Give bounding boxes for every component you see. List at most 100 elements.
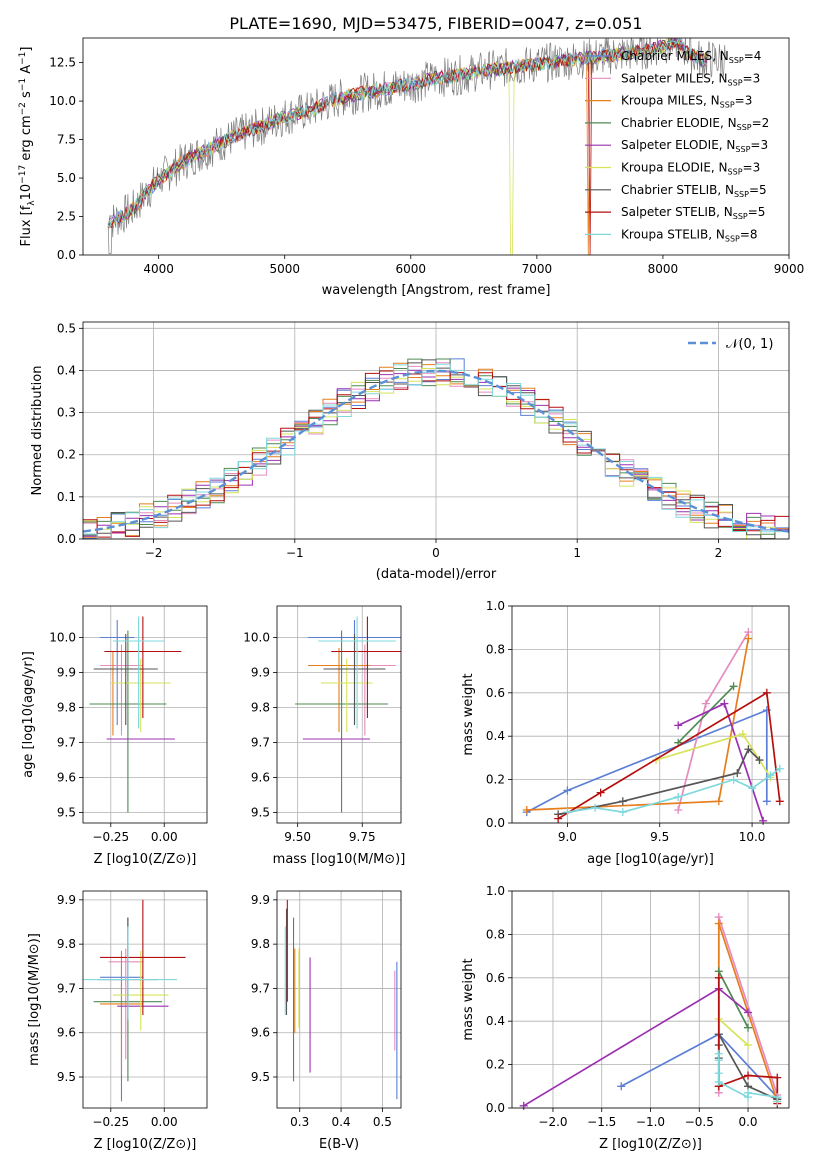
y-tick-label: 9.7 [57, 981, 76, 995]
axes-frame [82, 37, 790, 256]
x-tick-label: 9.75 [349, 830, 376, 844]
data-point-marker [775, 764, 784, 773]
y-tick-label: 9.7 [251, 981, 270, 995]
axes-frame [511, 605, 790, 824]
x-tick-label: −0.25 [92, 830, 129, 844]
x-tick-label: 0.00 [151, 1115, 178, 1129]
y-tick-label: 0.4 [57, 363, 76, 377]
data-point-marker [554, 814, 563, 823]
massweight-vs-age-panel: 9.0 9.5 10.0 0.0 0.2 0.4 0.6 0.8 1.0 age [log10(a… [461, 599, 790, 867]
data-point-marker [596, 788, 605, 797]
legend-entry: Salpeter MILES, NSSP=3 [621, 71, 760, 87]
data-point-marker [744, 1023, 753, 1032]
histogram-step [83, 363, 789, 539]
data-point-marker [674, 792, 683, 801]
residual-histogram-panel: −2 −1 0 1 2 0.0 0.1 0.2 0.3 0.4 0.5 𝒩(0, 1) (data-mo… [30, 321, 790, 582]
x-tick-label: 4000 [143, 262, 174, 276]
data-point-marker [733, 769, 742, 778]
x-tick-label: −1.5 [587, 1115, 616, 1129]
data-point-marker [714, 919, 723, 928]
data-point-marker [744, 1088, 753, 1097]
y-tick-label: 9.8 [251, 937, 270, 951]
y-tick-label: 2.5 [57, 210, 76, 224]
massweight-vs-metallicity-panel: −2.0 −1.5 −1.0 −0.5 0.0 0.0 0.2 0.4 0.6 0.8 1.0 Z [… [461, 884, 790, 1152]
y-tick-label: 0.5 [57, 321, 76, 335]
y-tick-label: 0.0 [57, 248, 76, 262]
x-tick-label: 0 [432, 546, 440, 560]
y-axis-label: mass weight [461, 958, 476, 1040]
y-tick-label: 9.6 [57, 771, 76, 785]
data-point-marker [744, 634, 753, 643]
histogram-step [83, 370, 789, 538]
y-tick-label: 0.0 [486, 1101, 505, 1115]
y-tick-label: 9.9 [57, 666, 76, 680]
x-axis-label: (data-model)/error [376, 567, 497, 582]
y-tick-label: 9.6 [251, 771, 270, 785]
data-point-marker [744, 1008, 753, 1017]
y-tick-label: 0.0 [486, 816, 505, 830]
y-tick-label: 9.5 [251, 1070, 270, 1084]
data-point-marker [617, 1082, 626, 1091]
y-tick-label: 10.0 [49, 631, 76, 645]
y-tick-label: 9.6 [57, 1026, 76, 1040]
axes-frame [276, 605, 402, 824]
legend-entry: Chabrier ELODIE, NSSP=2 [621, 116, 769, 132]
x-tick-label: 0.0 [738, 1115, 757, 1129]
legend-entry: Chabrier MILES, NSSP=4 [621, 49, 761, 65]
x-tick-label: 8000 [648, 262, 679, 276]
mass-vs-metallicity-panel: −0.25 0.00 9.5 9.6 9.7 9.8 9.9 Z [log10(Z/Z⊙)] m… [27, 890, 208, 1152]
data-point-marker [729, 682, 738, 691]
x-axis-label: Z [log10(Z/Z⊙)] [94, 1137, 197, 1152]
figure-title: PLATE=1690, MJD=53475, FIBERID=0047, z=0… [229, 14, 642, 33]
data-point-marker [674, 805, 683, 814]
y-tick-label: 0.2 [486, 1058, 505, 1072]
x-tick-label: 9.5 [650, 830, 669, 844]
legend-entry: Chabrier STELIB, NSSP=5 [621, 183, 767, 199]
y-axis-label: age [log10(age/yr)] [21, 651, 36, 778]
x-tick-label: −0.5 [685, 1115, 714, 1129]
y-tick-label: 9.9 [251, 666, 270, 680]
massweight-series-line [526, 708, 768, 813]
axes-frame [82, 605, 208, 824]
data-point-marker [766, 771, 775, 780]
x-tick-label: 9.50 [284, 830, 311, 844]
x-tick-label: −2 [145, 546, 163, 560]
legend-entry: Kroupa ELODIE, NSSP=3 [621, 161, 760, 177]
y-tick-label: 0.6 [486, 686, 505, 700]
y-tick-label: 0.4 [486, 1014, 505, 1028]
y-tick-label: 1.0 [486, 884, 505, 898]
data-point-marker [762, 688, 771, 697]
y-tick-label: 5.0 [57, 171, 76, 185]
legend-entry: 𝒩(0, 1) [726, 337, 773, 352]
y-tick-label: 9.5 [57, 1070, 76, 1084]
x-axis-label: E(B-V) [319, 1137, 359, 1152]
y-tick-label: 9.8 [57, 701, 76, 715]
data-point-marker [755, 756, 764, 765]
y-tick-label: 0.8 [486, 927, 505, 941]
massweight-series-line [567, 768, 781, 813]
data-point-marker [563, 786, 572, 795]
histogram-step [83, 368, 789, 539]
data-point-marker [744, 1041, 753, 1050]
y-tick-label: 9.7 [57, 736, 76, 750]
x-tick-label: −1.0 [636, 1115, 665, 1129]
y-tick-label: 7.5 [57, 133, 76, 147]
y-tick-label: 0.2 [486, 773, 505, 787]
y-tick-label: 10.0 [49, 94, 76, 108]
y-tick-label: 0.4 [486, 729, 505, 743]
y-tick-label: 0.8 [486, 642, 505, 656]
data-point-marker [729, 775, 738, 784]
age-vs-mass-panel: 9.50 9.75 9.5 9.6 9.7 9.8 9.9 10.0 mass [log10(M… [243, 605, 405, 867]
data-point-marker [744, 1071, 753, 1080]
y-axis-label: mass weight [461, 673, 476, 755]
legend-entry: Kroupa MILES, NSSP=3 [621, 94, 752, 110]
x-tick-label: 2 [715, 546, 723, 560]
y-tick-label: 10.0 [243, 631, 270, 645]
y-tick-label: 0.1 [57, 490, 76, 504]
data-point-marker [738, 730, 747, 739]
data-point-marker [775, 797, 784, 806]
data-point-marker [714, 1077, 723, 1086]
y-tick-label: 9.9 [251, 893, 270, 907]
y-axis-label: mass [log10(M/M⊙)] [27, 933, 42, 1066]
